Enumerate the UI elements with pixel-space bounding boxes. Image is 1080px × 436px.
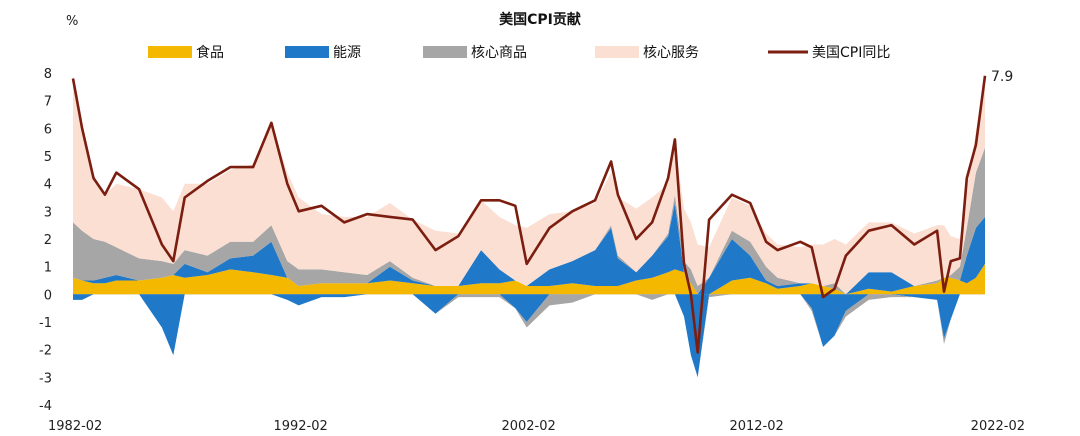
y-tick-label: 5 [44,150,52,165]
y-axis: 8 7 6 5 4 3 2 1 0 -1 -2 -3 -4 [39,67,52,414]
y-tick-label: -4 [39,399,52,414]
area-core-services-positive [73,75,985,295]
y-tick-label: 8 [44,67,52,82]
stacked-areas [73,75,985,378]
area-energy-negative [73,294,985,378]
legend-label-energy: 能源 [333,45,361,61]
end-value-label: 7.9 [991,69,1013,85]
legend-swatch-energy [285,46,329,58]
legend-label-core-goods: 核心商品 [471,45,527,61]
y-tick-label: 1 [44,261,52,276]
cpi-line-group [71,75,987,354]
area-energy-positive [73,203,985,295]
y-tick-label: -2 [39,344,52,359]
y-unit-label: % [66,14,78,29]
y-tick-label: 6 [44,122,52,137]
chart-title: 美国CPI贡献 [499,11,581,28]
y-tick-label: -1 [39,316,52,331]
y-tick-label: 7 [44,95,52,110]
x-tick-label: 1992-02 [273,419,327,434]
legend-label-core-services: 核心服务 [643,45,699,61]
legend-swatch-core-services [595,46,639,58]
area-food-positive [73,263,985,295]
y-tick-label: -3 [39,371,52,386]
legend-label-cpi-yoy: 美国CPI同比 [812,45,890,61]
y-tick-label: 2 [44,233,52,248]
x-tick-label: 2022-02 [971,419,1025,434]
x-tick-label: 2002-02 [501,419,555,434]
x-axis: 1982-02 1992-02 2002-02 2012-02 2022-02 [48,419,1025,434]
x-tick-label: 1982-02 [48,419,102,434]
y-tick-label: 3 [44,205,52,220]
legend: 食品 能源 核心商品 核心服务 美国CPI同比 [148,44,890,61]
legend-label-food: 食品 [196,44,224,61]
legend-swatch-food [148,46,192,58]
cpi-yoy-line [71,75,987,354]
y-tick-label: 0 [44,288,52,303]
y-tick-label: 4 [44,178,52,193]
x-tick-label: 2012-02 [729,419,783,434]
area-core-goods-positive [73,147,985,295]
legend-swatch-core-goods [423,46,467,58]
